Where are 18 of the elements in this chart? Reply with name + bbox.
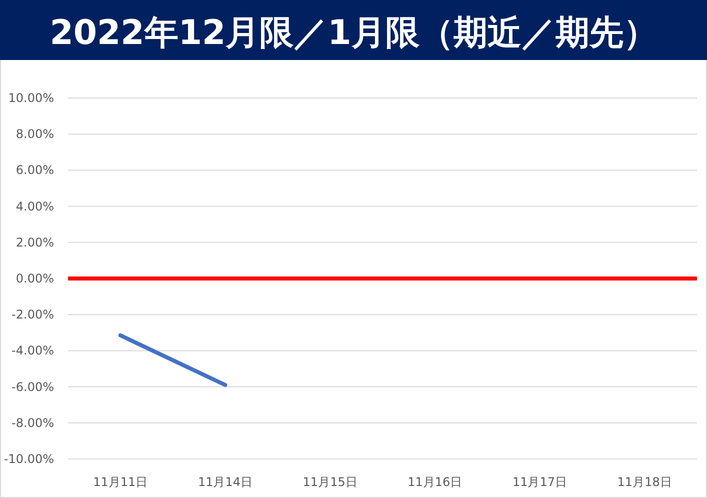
x-tick-label: 11月17日 (512, 475, 568, 489)
x-tick-label: 11月18日 (617, 475, 672, 489)
chart-title: 2022年12月限／1月限（期近／期先） (50, 13, 658, 53)
y-tick-label: 2.00% (16, 235, 54, 250)
x-tick-label: 11月15日 (302, 475, 358, 489)
y-tick-label: 6.00% (16, 163, 54, 178)
y-tick-label: -6.00% (12, 380, 54, 394)
x-tick-label: 11月16日 (408, 475, 462, 489)
y-tick-label: 8.00% (16, 127, 54, 142)
x-tick-label: 11月14日 (198, 475, 253, 489)
y-tick-label: -10.00% (4, 452, 54, 466)
y-tick-label: -4.00% (12, 344, 54, 358)
y-tick-label: 0.00% (16, 272, 54, 286)
y-tick-label: -8.00% (12, 416, 54, 430)
y-tick-label: -2.00% (12, 308, 54, 322)
x-tick-label: 11月11日 (93, 475, 148, 489)
y-tick-label: 10.00% (8, 91, 54, 105)
y-tick-label: 4.00% (16, 199, 54, 214)
